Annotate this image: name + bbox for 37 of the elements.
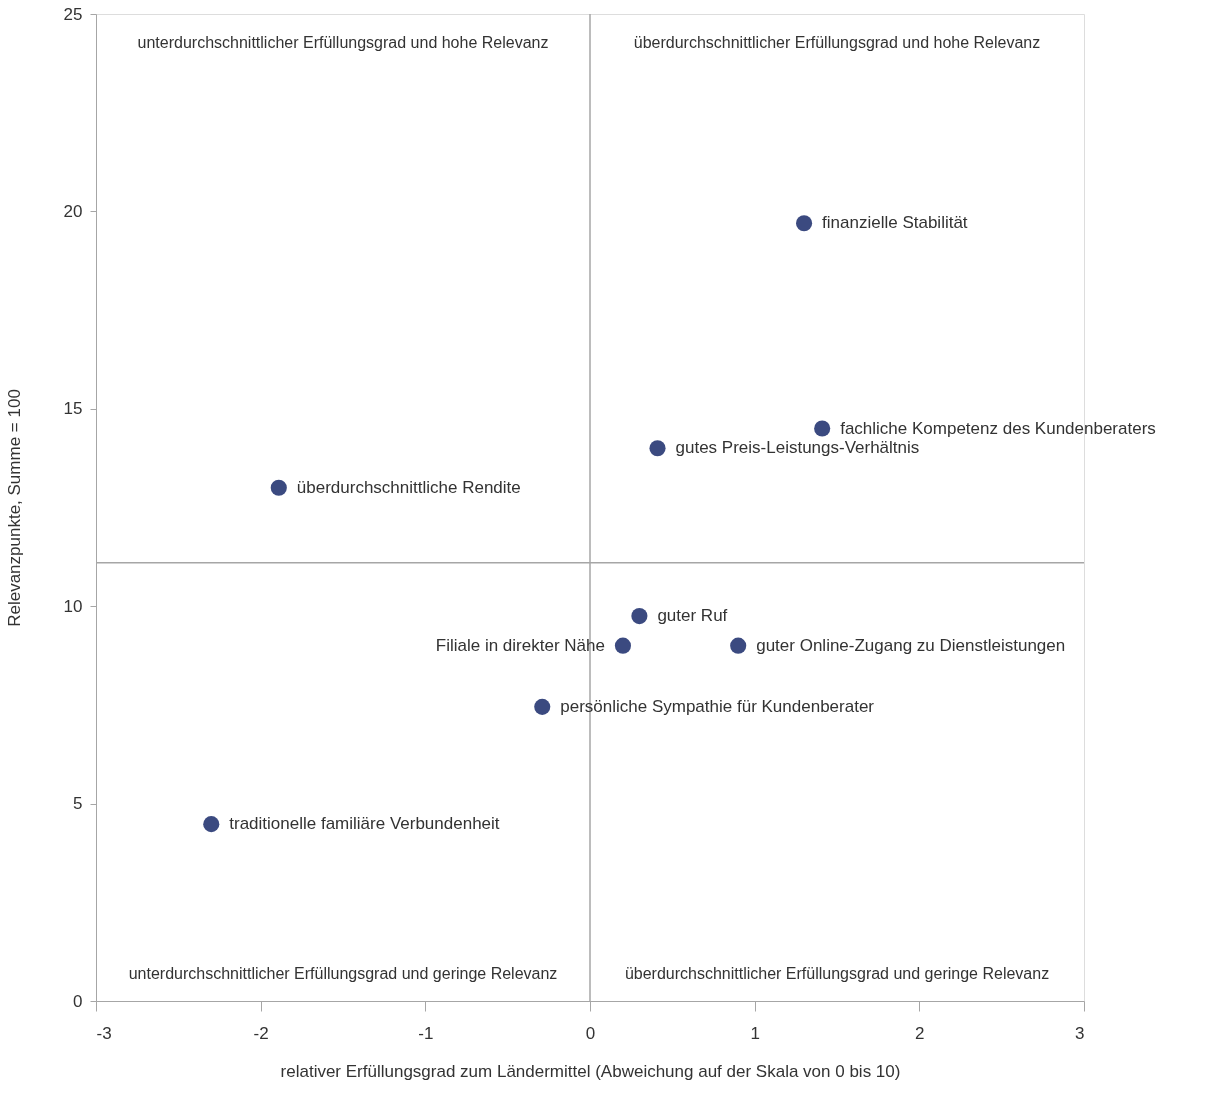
series-label: finanzielle Stabilität [822,213,968,233]
series-label: gutes Preis-Leistungs-Verhältnis [675,438,920,458]
point [614,637,631,654]
annotation: unterdurchschnittlicher Erfüllungsgrad und geringe Relevanz [128,965,558,983]
point [270,479,287,496]
y-tick-label: 10 [63,596,83,616]
point [631,608,648,625]
point [730,637,747,654]
x-tick-label: 2 [915,1023,925,1043]
point [649,440,666,457]
annotation: unterdurchschnittlicher Erfüllungsgrad und hohe Relevanz [137,33,549,51]
x-tick-label: -3 [96,1023,112,1043]
x-tick-label: -2 [253,1023,269,1043]
series-label: überdurchschnittliche Rendite [296,477,521,497]
y-axis-title: Relevanzpunkte, Summe = 100 [4,389,24,627]
series-label: guter Ruf [657,606,728,626]
series-label: persönliche Sympathie für Kundenberater [560,696,875,716]
annotation: überdurchschnittlicher Erfüllungsgrad und geringe Relevanz [624,965,1050,983]
x-tick-label: 1 [750,1023,760,1043]
y-tick-label: 0 [73,991,83,1011]
point [203,816,220,833]
series-label: Filiale in direkter Nähe [435,635,605,655]
y-tick-label: 15 [63,399,83,419]
x-tick-label: -1 [418,1023,434,1043]
series-label: traditionelle familiäre Verbundenheit [229,814,500,834]
y-tick-label: 25 [63,4,83,24]
x-tick-label: 3 [1075,1023,1085,1043]
x-tick-label: 0 [585,1023,596,1043]
point [814,420,831,437]
y-tick-label: 20 [63,201,83,221]
point [796,215,813,232]
y-tick-label: 5 [73,794,83,814]
annotation: überdurchschnittlicher Erfüllungsgrad und hohe Relevanz [633,33,1041,51]
series-label: guter Online-Zugang zu Dienstleistungen [756,635,1066,655]
series-label: fachliche Kompetenz des Kundenberaters [840,418,1156,438]
x-axis-title: relativer Erfüllungsgrad zum Ländermittel (Abweichung auf der Skala von 0 bis 10) [280,1061,901,1081]
point [534,698,551,715]
